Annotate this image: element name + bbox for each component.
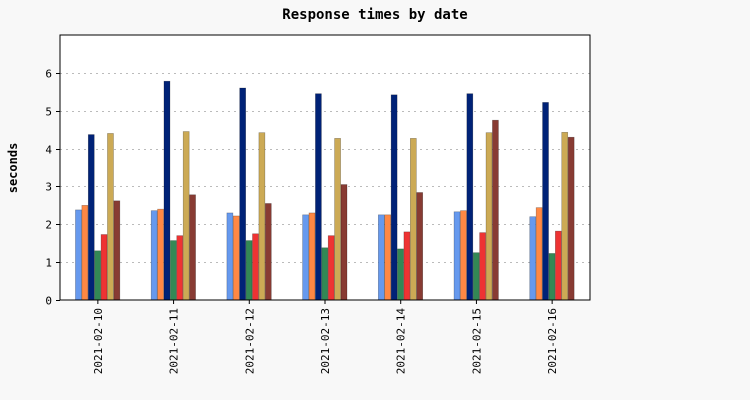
- y-tick-label: 0: [45, 295, 52, 308]
- bar: [239, 87, 246, 301]
- bar: [100, 234, 108, 301]
- bar: [182, 131, 190, 301]
- bar: [492, 119, 499, 301]
- bar: [384, 214, 392, 301]
- bar: [315, 93, 322, 301]
- bar: [226, 212, 234, 301]
- bar: [555, 230, 562, 301]
- bar: [416, 192, 424, 301]
- bar: [258, 132, 266, 301]
- bar: [479, 232, 486, 301]
- bar: [410, 138, 417, 301]
- bar: [157, 208, 164, 301]
- bar: [453, 211, 461, 301]
- bar: [113, 200, 121, 301]
- x-tick-label: 2021-02-14: [395, 308, 408, 375]
- bar: [321, 247, 329, 301]
- bar: [327, 235, 335, 301]
- y-axis-label: seconds: [6, 143, 20, 194]
- bar: [460, 210, 467, 301]
- chart-title: Response times by date: [282, 7, 467, 23]
- bar: [567, 136, 575, 301]
- bar: [245, 240, 253, 301]
- bar: [378, 214, 385, 301]
- bar: [542, 102, 549, 301]
- y-tick-label: 3: [45, 181, 52, 194]
- bar: [170, 240, 177, 301]
- x-tick-label: 2021-02-11: [168, 308, 181, 374]
- bar: [75, 209, 82, 301]
- bar: [87, 134, 95, 301]
- bar: [150, 210, 158, 301]
- bar: [535, 207, 543, 301]
- x-tick-label: 2021-02-15: [470, 308, 483, 374]
- y-tick-label: 6: [45, 68, 52, 81]
- bar: [264, 203, 272, 301]
- bar: [472, 252, 480, 301]
- x-tick-label: 2021-02-12: [243, 308, 256, 374]
- axis-layer: 0 1 2 3 4 5 6 2021-02-10 2021-02-11 2021-02-12 202…: [45, 68, 559, 375]
- x-tick-label: 2021-02-10: [92, 308, 105, 374]
- plot-frame: [59, 34, 591, 301]
- bar-layer: [75, 80, 575, 301]
- bar: [397, 248, 404, 301]
- y-tick-label: 5: [45, 106, 52, 119]
- bar: [466, 93, 474, 301]
- bar: [403, 231, 411, 301]
- bar: [529, 216, 537, 301]
- bar: [176, 235, 184, 301]
- bar: [232, 215, 240, 301]
- y-tick-label: 1: [45, 257, 52, 270]
- bar: [94, 250, 101, 301]
- x-tick-label: 2021-02-16: [546, 308, 559, 374]
- y-tick-label: 4: [45, 144, 52, 157]
- bar: [561, 131, 569, 301]
- bar: [252, 233, 259, 301]
- bar: [302, 214, 309, 301]
- bar: [390, 94, 398, 301]
- x-tick-label: 2021-02-13: [319, 308, 332, 374]
- bar: [548, 253, 556, 301]
- bar: [340, 184, 348, 301]
- bar: [81, 205, 89, 301]
- bar: [107, 133, 114, 301]
- bar: [163, 80, 171, 301]
- y-tick-label: 2: [45, 219, 52, 232]
- bar: [334, 138, 341, 301]
- bar: [189, 194, 196, 301]
- bar: [485, 132, 493, 301]
- bar: [308, 212, 316, 301]
